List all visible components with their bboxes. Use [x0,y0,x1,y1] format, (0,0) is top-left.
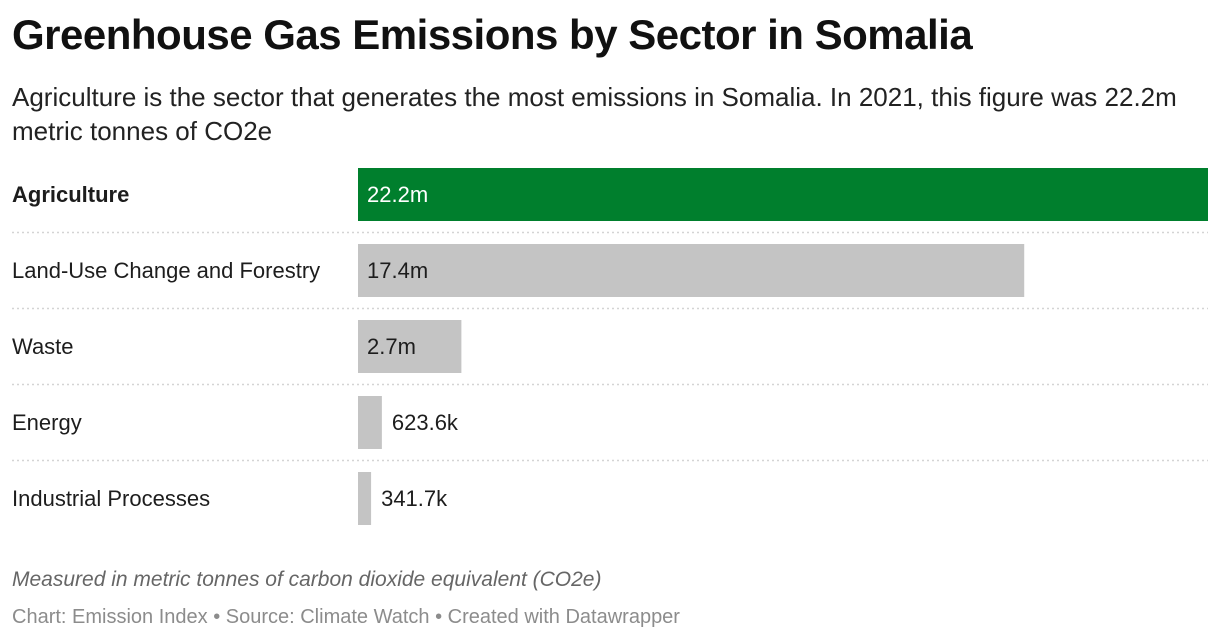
bar-energy [358,396,382,449]
value-label-industrial-processes: 341.7k [381,486,448,511]
chart-subtitle: Agriculture is the sector that generates… [12,82,1177,146]
bar-waste [358,320,462,373]
value-label-agriculture: 22.2m [367,182,428,207]
bar-industrial-processes [358,472,372,525]
category-label-waste: Waste [12,334,74,359]
category-label-land-use-change-and-forestry: Land-Use Change and Forestry [12,258,320,283]
bar-land-use-change-and-forestry [358,244,1025,297]
value-label-energy: 623.6k [392,410,459,435]
category-label-industrial-processes: Industrial Processes [12,486,210,511]
category-label-agriculture: Agriculture [12,182,129,207]
chart-notes: Measured in metric tonnes of carbon diox… [12,568,602,591]
value-label-land-use-change-and-forestry: 17.4m [367,258,428,283]
chart-title: Greenhouse Gas Emissions by Sector in So… [12,11,973,58]
category-label-energy: Energy [12,410,82,435]
bar-agriculture [358,168,1208,221]
chart-credit: Chart: Emission Index • Source: Climate … [12,606,680,628]
value-label-waste: 2.7m [367,334,416,359]
